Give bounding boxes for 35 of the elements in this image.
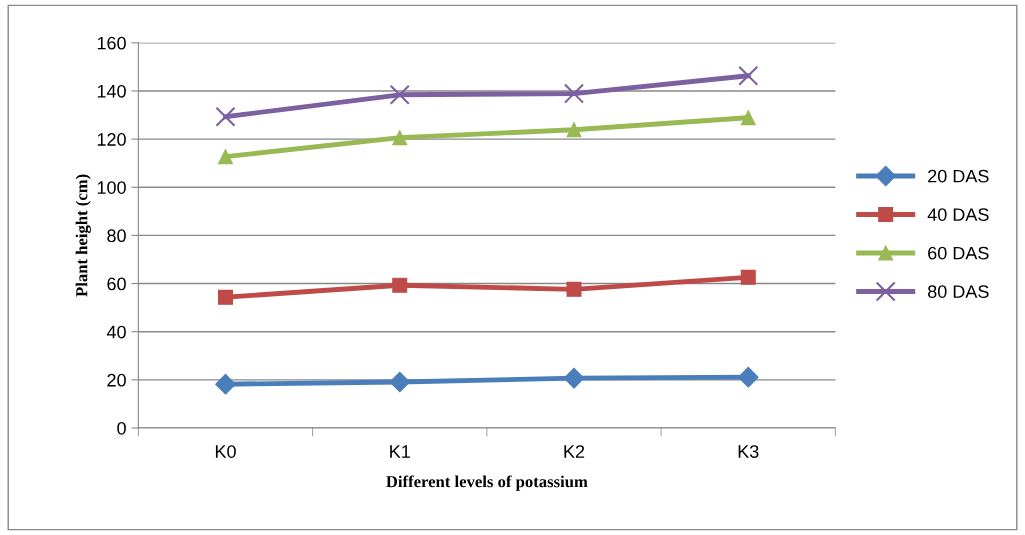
x-tick-label: K3 [738,445,759,458]
point [389,371,411,393]
legend-label: 80 DAS [927,285,989,298]
y-axis-title: Plant height (cm) [75,174,91,297]
point [215,373,236,395]
x-tick-label: K1 [390,445,410,458]
legend-label: 60 DAS [928,246,989,260]
point [218,289,233,305]
x-tick-label: K2 [564,445,585,458]
y-tick-label: 0 [117,421,126,435]
point [215,106,236,127]
point [740,110,756,126]
x-axis-title: Different levels of potassium [386,475,588,491]
point [392,130,408,146]
legend-label: 20 DAS [928,169,989,183]
y-tick-label: 100 [97,181,126,194]
point [389,84,410,105]
y-tick-label: 20 [107,373,126,387]
y-tick-label: 40 [106,325,126,339]
y-tick-label: 160 [97,36,126,50]
point [563,367,585,389]
point [563,83,585,104]
y-tick-label: 120 [97,133,126,146]
y-tick-label: 80 [107,229,126,243]
point [738,65,759,86]
y-tick-label: 140 [97,84,126,98]
point [566,281,582,297]
x-tick-label: K0 [215,445,236,458]
point [566,122,582,138]
point [392,277,408,293]
y-tick-label: 60 [107,277,126,291]
point [218,149,233,165]
legend-label: 40 DAS [927,208,989,221]
point [740,269,756,285]
point [737,366,759,388]
